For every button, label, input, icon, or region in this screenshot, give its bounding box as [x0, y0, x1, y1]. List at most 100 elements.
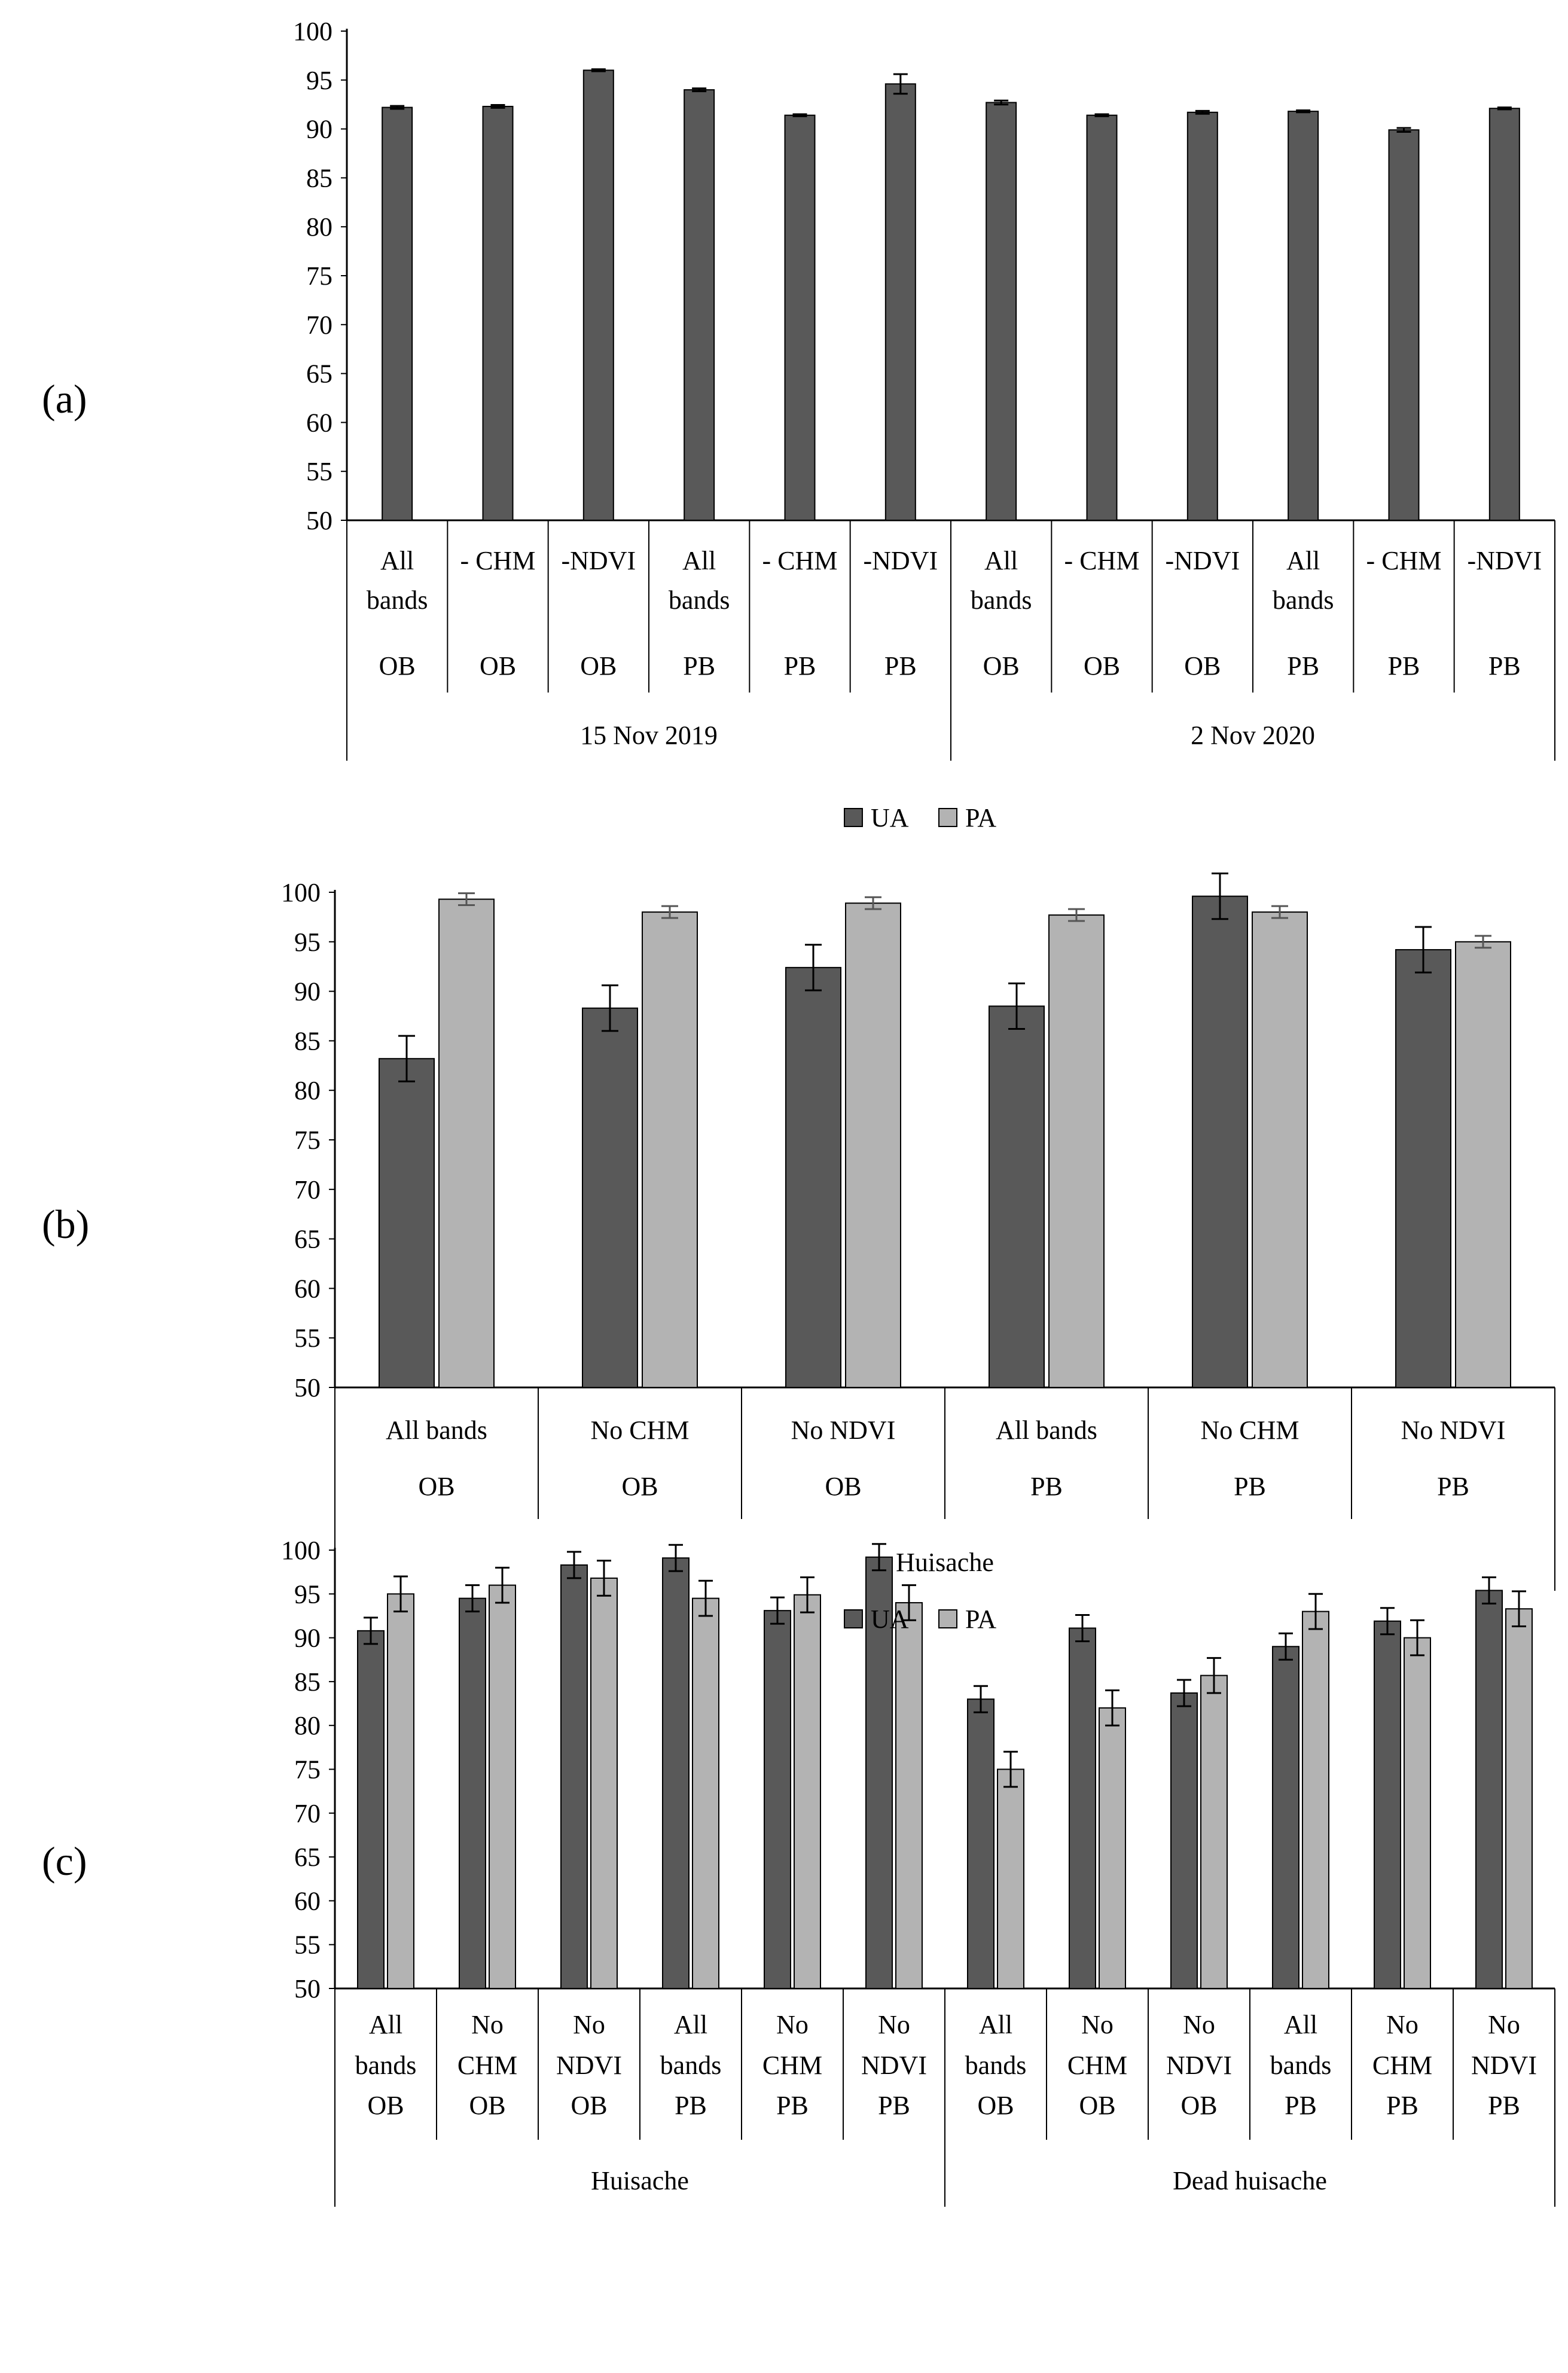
- category-label: All: [984, 546, 1018, 575]
- category-label: No: [776, 2010, 809, 2039]
- bar-ua: [1374, 1620, 1401, 1990]
- category-label: All: [682, 546, 716, 575]
- method-label: PB: [878, 2091, 910, 2120]
- category-label: -NDVI: [1468, 546, 1542, 575]
- method-label: PB: [1285, 2091, 1317, 2120]
- bar-overall-accuracy: [1488, 108, 1520, 521]
- bar-pa: [1099, 1707, 1126, 1989]
- bar-pa: [1404, 1637, 1431, 1990]
- category-label: bands: [971, 585, 1032, 615]
- bar-pa: [692, 1597, 719, 1989]
- bar-ua: [459, 1597, 486, 1989]
- category-label: All bands: [386, 1416, 487, 1445]
- bar-ua: [1069, 1627, 1096, 1990]
- y-tick-label: 70: [294, 1175, 321, 1204]
- legend-swatch: [938, 808, 957, 827]
- method-label: PB: [1488, 651, 1521, 681]
- category-label: No: [878, 2010, 910, 2039]
- method-label: OB: [977, 2091, 1014, 2120]
- legend-label: UA: [871, 803, 909, 832]
- y-tick-label: 75: [294, 1126, 321, 1155]
- y-tick-label: 75: [306, 261, 332, 291]
- category-label: NDVI: [1166, 2051, 1232, 2080]
- category-label: CHM: [1067, 2051, 1127, 2080]
- bar-pa: [1252, 911, 1308, 1388]
- method-label: PB: [1287, 651, 1319, 681]
- category-label: NDVI: [556, 2051, 622, 2080]
- bar-ua: [379, 1058, 435, 1388]
- group-label: Huisache: [591, 2166, 689, 2195]
- method-label: OB: [367, 2091, 404, 2120]
- method-label: OB: [1084, 651, 1120, 681]
- category-label: bands: [367, 585, 428, 615]
- category-label: CHM: [1372, 2051, 1432, 2080]
- bar-ua: [1395, 949, 1451, 1388]
- category-label: bands: [669, 585, 730, 615]
- y-tick-label: 90: [306, 115, 332, 144]
- bar-overall-accuracy: [784, 114, 816, 521]
- legend-label: PA: [965, 1605, 996, 1634]
- y-tick-label: 60: [294, 1886, 321, 1916]
- y-tick-label: 95: [294, 1579, 321, 1609]
- y-tick-label: 50: [294, 1974, 321, 2003]
- category-label: All: [1284, 2010, 1317, 2039]
- category-label: No CHM: [590, 1416, 689, 1445]
- category-label: -NDVI: [1166, 546, 1240, 575]
- category-label: CHM: [457, 2051, 517, 2080]
- panel-label: (c): [42, 1838, 87, 1884]
- method-label: OB: [1180, 2091, 1217, 2120]
- group-label: Dead huisache: [1173, 2166, 1327, 2195]
- bar-pa: [1505, 1608, 1533, 1989]
- category-label: bands: [355, 2051, 417, 2080]
- category-label: - CHM: [1366, 546, 1442, 575]
- category-label: All bands: [996, 1416, 1097, 1445]
- bar-pa: [895, 1602, 923, 1989]
- panel-label: (a): [42, 376, 87, 422]
- bar-ua: [764, 1610, 791, 1990]
- y-tick-label: 60: [306, 408, 332, 437]
- legend: UA PA: [844, 1605, 996, 1634]
- category-label: - CHM: [460, 546, 536, 575]
- category-label: bands: [965, 2051, 1027, 2080]
- method-label: OB: [480, 651, 516, 681]
- bar-pa: [590, 1577, 618, 1990]
- y-tick-label: 50: [294, 1373, 321, 1402]
- bar-ua: [865, 1556, 893, 1989]
- category-label: bands: [1270, 2051, 1332, 2080]
- y-tick-label: 70: [306, 310, 332, 340]
- group-label: Huisache: [896, 1548, 994, 1577]
- method-label: PB: [683, 651, 715, 681]
- bar-pa: [489, 1584, 516, 1989]
- legend-swatch: [844, 1609, 863, 1628]
- y-tick-label: 65: [294, 1225, 321, 1254]
- bar-pa: [997, 1768, 1024, 1989]
- category-label: No NDVI: [791, 1416, 896, 1445]
- y-tick-label: 90: [294, 1624, 321, 1653]
- method-label: OB: [469, 2091, 505, 2120]
- y-tick-label: 100: [293, 17, 332, 46]
- y-tick-label: 85: [294, 1667, 321, 1697]
- method-label: OB: [1184, 651, 1221, 681]
- chart-panel-c: (c) 50 55 60 65 70 75 80 85 90 95 100 All bands OB No CH…: [42, 1536, 1555, 2207]
- bar-ua: [989, 1005, 1045, 1388]
- category-label: -NDVI: [864, 546, 938, 575]
- category-label: All: [369, 2010, 402, 2039]
- category-label: -NDVI: [562, 546, 636, 575]
- bar-overall-accuracy: [1388, 129, 1420, 521]
- bar-pa: [1302, 1611, 1329, 1990]
- category-label: All: [979, 2010, 1012, 2039]
- category-label: bands: [1273, 585, 1334, 615]
- method-label: OB: [379, 651, 416, 681]
- category-label: - CHM: [762, 546, 838, 575]
- category-label: No: [573, 2010, 605, 2039]
- bar-ua: [662, 1557, 690, 1990]
- method-label: PB: [1030, 1472, 1063, 1501]
- bar-ua: [1170, 1692, 1198, 1989]
- bar-overall-accuracy: [1086, 114, 1118, 521]
- category-label: No: [1081, 2010, 1114, 2039]
- bar-pa: [642, 911, 698, 1388]
- y-tick-label: 95: [306, 66, 332, 95]
- y-tick-label: 80: [294, 1711, 321, 1740]
- bar-ua: [785, 966, 841, 1388]
